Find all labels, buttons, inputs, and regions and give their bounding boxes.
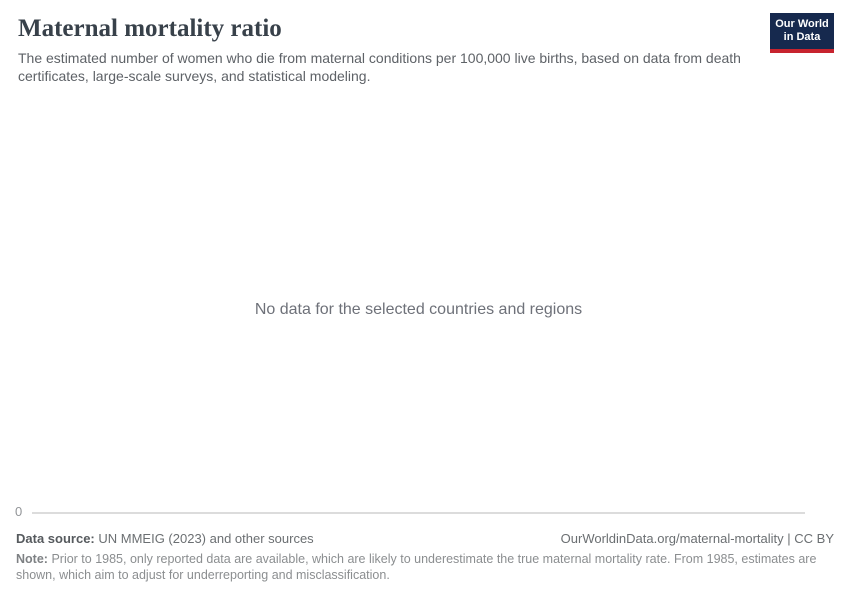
note-text: Prior to 1985, only reported data are av…	[16, 552, 817, 582]
no-data-message: No data for the selected countries and r…	[254, 301, 583, 318]
canonical-url-link[interactable]: OurWorldinData.org/maternal-mortality | …	[560, 531, 834, 546]
data-source-label: Data source:	[16, 531, 95, 546]
data-source-line: Data source: UN MMEIG (2023) and other s…	[16, 531, 314, 546]
note-line: Note: Prior to 1985, only reported data …	[16, 552, 834, 583]
chart-header: Maternal mortality ratio The estimated n…	[0, 0, 850, 85]
owid-logo[interactable]: Our World in Data	[770, 13, 834, 53]
zero-gridline	[32, 512, 805, 514]
data-source-value: UN MMEIG (2023) and other sources	[98, 531, 314, 546]
owid-logo-line1: Our World	[775, 18, 829, 30]
chart-subtitle: The estimated number of women who die fr…	[18, 50, 741, 84]
y-axis-tick-zero: 0	[15, 504, 23, 519]
note-label: Note:	[16, 552, 48, 566]
owid-logo-line2: in Data	[783, 31, 821, 43]
chart-footer: Data source: UN MMEIG (2023) and other s…	[0, 531, 850, 583]
chart-title: Maternal mortality ratio	[18, 15, 282, 42]
